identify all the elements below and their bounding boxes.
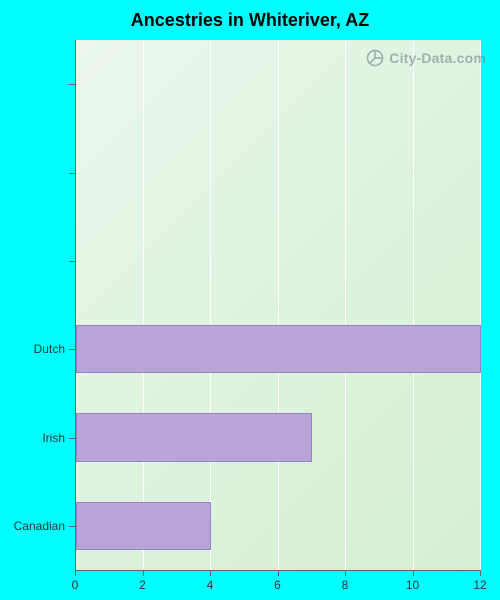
bar bbox=[76, 325, 481, 374]
y-tick-label: Canadian bbox=[0, 519, 65, 533]
x-tick-label: 4 bbox=[207, 578, 214, 592]
chart-icon bbox=[365, 48, 385, 68]
y-tick-label: Irish bbox=[0, 431, 65, 445]
x-tick-label: 10 bbox=[406, 578, 419, 592]
plot-area: 024681012 bbox=[75, 40, 480, 570]
grid-line bbox=[413, 40, 414, 570]
bar bbox=[76, 413, 312, 462]
x-tick-label: 2 bbox=[139, 578, 146, 592]
y-axis-line bbox=[75, 40, 76, 570]
grid-line bbox=[210, 40, 211, 570]
grid-line bbox=[143, 40, 144, 570]
grid-line bbox=[480, 40, 481, 570]
x-tick-label: 8 bbox=[342, 578, 349, 592]
x-tick-label: 6 bbox=[274, 578, 281, 592]
watermark-text: City-Data.com bbox=[389, 50, 486, 66]
x-tick-label: 12 bbox=[473, 578, 486, 592]
grid-line bbox=[345, 40, 346, 570]
chart-container: Ancestries in Whiteriver, AZ 024681012 C… bbox=[0, 0, 500, 600]
watermark: City-Data.com bbox=[365, 48, 486, 68]
x-tick-label: 0 bbox=[72, 578, 79, 592]
grid-line bbox=[278, 40, 279, 570]
x-tick bbox=[480, 570, 481, 576]
y-tick-label: Dutch bbox=[0, 342, 65, 356]
chart-title: Ancestries in Whiteriver, AZ bbox=[0, 10, 500, 31]
bar bbox=[76, 502, 211, 551]
x-axis-line bbox=[75, 570, 480, 571]
